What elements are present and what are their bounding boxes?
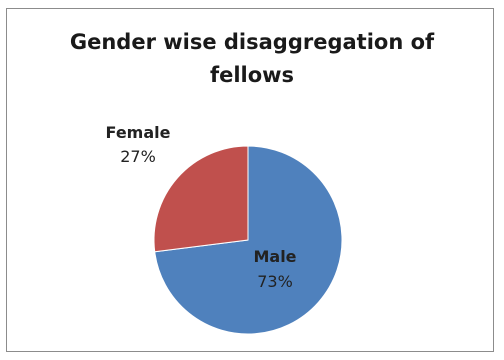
slice-value-female: 27% — [120, 147, 156, 166]
slice-label-male: Male — [253, 247, 296, 266]
slice-label-female: Female — [106, 123, 171, 142]
chart-title-line-1: Gender wise disaggregation of — [69, 30, 435, 54]
chart-title: Gender wise disaggregation of fellows — [0, 26, 504, 92]
slice-value-male: 73% — [257, 272, 293, 291]
chart-title-line-2: fellows — [209, 63, 295, 87]
pie-slice-female — [153, 145, 249, 253]
